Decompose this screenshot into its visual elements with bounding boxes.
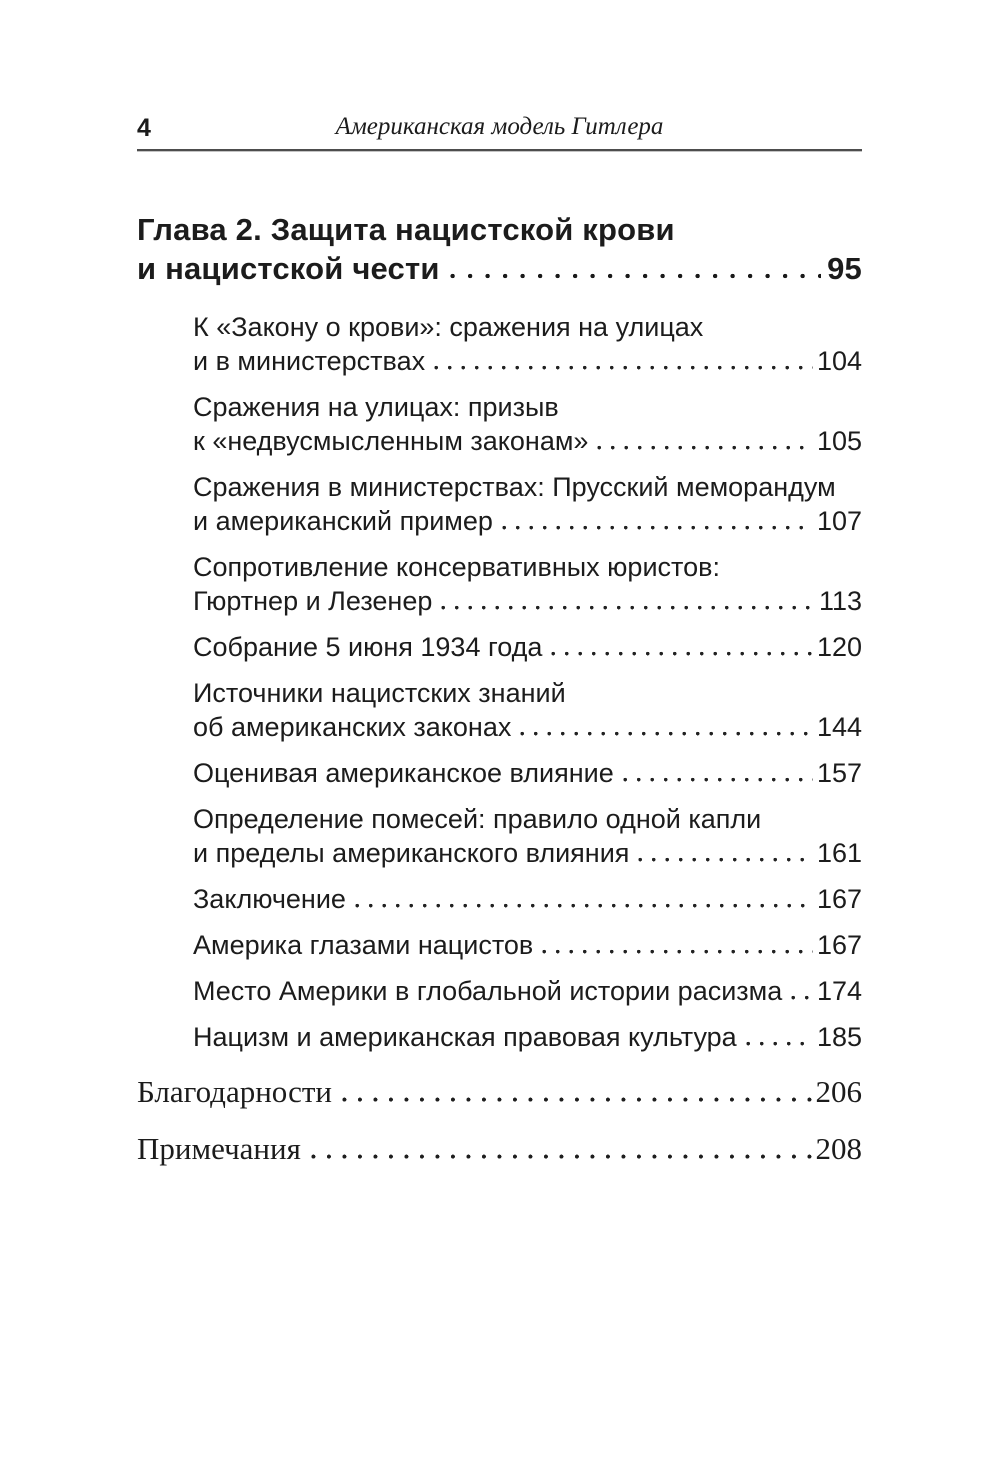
toc-entry-page: 104 [816,346,862,376]
toc-entry: Источники нацистских знаний об американс… [193,676,862,744]
toc-entry: Сражения в министерствах: Прусский мемор… [193,470,862,538]
toc-entry-line2: и пределы американского влияния [193,838,630,868]
running-title: Американская модель Гитлера [335,113,664,140]
toc-entry-line1: Место Америки в глобальной истории расиз… [193,976,783,1006]
toc-entry: Америка глазами нацистов 167 [193,928,862,962]
toc-entry-page: 161 [816,838,862,868]
toc-entry: Место Америки в глобальной истории расиз… [193,974,862,1008]
toc-entry-leader-row: к «недвусмысленным законам» 105 [193,424,862,458]
toc-entry-line1: Заключение [193,884,346,914]
toc-entry-leader-row: и американский пример 107 [193,504,862,538]
toc-entry-page: 167 [816,930,862,960]
toc-entry-leader-row: Оценивая американское влияние 157 [193,756,862,790]
toc-entry-line1: Собрание 5 июня 1934 года [193,632,543,662]
toc-entry: Оценивая американское влияние 157 [193,756,862,790]
dot-leader [551,651,813,656]
dot-leader [520,731,813,736]
toc-entry-line1: К «Закону о крови»: сражения на улицах [193,312,704,342]
dot-leader [449,273,822,279]
toc-entry-leader-row: Америка глазами нацистов 167 [193,928,862,962]
toc-entry: Нацизм и американская правовая культура … [193,1020,862,1054]
toc-entry-leader-row: и в министерствах 104 [193,344,862,378]
dot-leader [622,777,813,782]
toc-entry-leader-row: и пределы американского влияния 161 [193,836,862,870]
dot-leader [597,445,813,450]
toc-entry: Сражения на улицах: призыв к «недвусмысл… [193,390,862,458]
back-matter-label: Благодарности [137,1074,332,1109]
toc-entry-page: 167 [816,884,862,914]
toc-entry-page: 105 [816,426,862,456]
toc-entry-line2: к «недвусмысленным законам» [193,426,589,456]
toc-entry-line1: Сопротивление консервативных юристов: [193,552,720,582]
toc-entry-line2: Гюртнер и Лезенер [193,586,433,616]
toc-entry-line1: Нацизм и американская правовая культура [193,1022,737,1052]
chapter-title-line1: Глава 2. Защита нацистской крови [137,212,675,247]
back-matter-entry: Примечания 208 [137,1129,862,1168]
chapter-title-line2-row: и нацистской чести 95 [137,249,862,288]
toc-entry: Определение помесей: правило одной капли… [193,802,862,870]
toc-entry: К «Закону о крови»: сражения на улицах и… [193,310,862,378]
header-rule [137,149,862,152]
toc-entry-leader-row: Гюртнер и Лезенер 113 [193,584,862,618]
back-matter-page: 206 [815,1074,863,1109]
dot-leader [434,365,813,370]
toc-entry-page: 174 [816,976,862,1006]
dot-leader [542,949,813,954]
back-matter: Благодарности 206 Примечания 208 [137,1072,862,1168]
toc-entry-leader-row: об американских законах 144 [193,710,862,744]
toc-entry-line1: Оценивая американское влияние [193,758,614,788]
toc-entry: Собрание 5 июня 1934 года 120 [193,630,862,664]
dot-leader [354,903,813,908]
toc-entry-page: 107 [816,506,862,536]
toc-entry: Сопротивление консервативных юристов: Гю… [193,550,862,618]
dot-leader [501,525,813,530]
toc-entry-leader-row: Заключение 167 [193,882,862,916]
toc-entry-page: 113 [818,586,862,616]
toc-entry-page: 185 [816,1022,862,1052]
toc-entry-leader-row: Место Америки в глобальной истории расиз… [193,974,862,1008]
toc-entry-leader-row: Нацизм и американская правовая культура … [193,1020,862,1054]
page-header: 4 Американская модель Гитлера [137,112,862,152]
toc-entry-line2: и в министерствах [193,346,426,376]
chapter-page: 95 [827,251,862,286]
back-matter-label: Примечания [137,1131,301,1166]
toc-entry-line1: Америка глазами нацистов [193,930,534,960]
chapter-title-line2: и нацистской чести [137,251,440,286]
toc-entry-line1: Определение помесей: правило одной капли [193,804,762,834]
dot-leader [638,857,813,862]
toc-entry-line2: об американских законах [193,712,512,742]
toc-entry-page: 144 [816,712,862,742]
toc-entry-page: 120 [816,632,862,662]
dot-leader [441,605,815,610]
back-matter-page: 208 [815,1131,863,1166]
toc-entry: Заключение 167 [193,882,862,916]
toc-entry-line1: Сражения в министерствах: Прусский мемор… [193,472,836,502]
back-matter-entry: Благодарности 206 [137,1072,862,1111]
toc-entry-page: 157 [816,758,862,788]
toc-entry-leader-row: Собрание 5 июня 1934 года 120 [193,630,862,664]
toc-entry-line1: Источники нацистских знаний [193,678,566,708]
dot-leader [310,1154,812,1159]
dot-leader [791,995,813,1000]
toc-entry-line1: Сражения на улицах: призыв [193,392,559,422]
page-number: 4 [137,114,151,142]
toc-entries: К «Закону о крови»: сражения на улицах и… [193,310,862,1054]
dot-leader [745,1041,813,1046]
chapter-heading: Глава 2. Защита нацистской крови и нацис… [137,210,862,288]
dot-leader [341,1097,812,1102]
toc-entry-line2: и американский пример [193,506,493,536]
